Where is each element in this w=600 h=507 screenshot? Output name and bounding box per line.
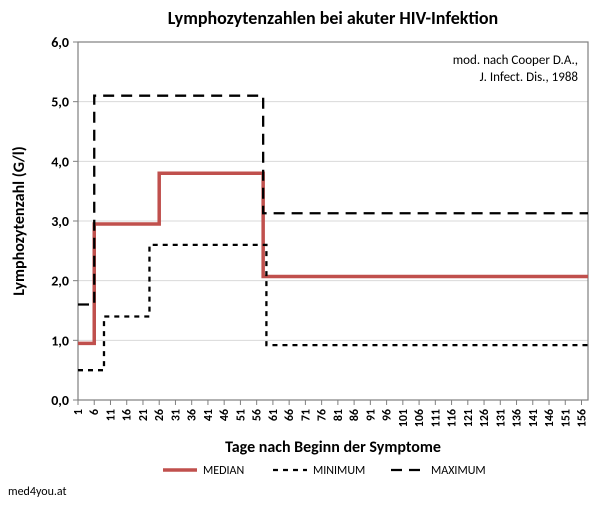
svg-text:111: 111 bbox=[429, 409, 443, 427]
svg-text:41: 41 bbox=[202, 409, 216, 421]
legend-label: MINIMUM bbox=[313, 464, 365, 478]
annotation-line: mod. nach Cooper D.A., bbox=[453, 53, 578, 68]
svg-text:126: 126 bbox=[478, 409, 492, 427]
svg-text:106: 106 bbox=[413, 409, 427, 427]
x-axis-label: Tage nach Beginn der Symptome bbox=[225, 438, 441, 457]
svg-text:71: 71 bbox=[299, 409, 313, 421]
svg-text:31: 31 bbox=[169, 409, 183, 421]
svg-text:6,0: 6,0 bbox=[51, 34, 69, 51]
svg-text:6: 6 bbox=[88, 409, 102, 415]
chart-svg: 0,01,02,03,04,05,06,01611162126313641465… bbox=[0, 0, 600, 507]
svg-text:96: 96 bbox=[381, 409, 395, 421]
svg-text:146: 146 bbox=[543, 409, 557, 427]
svg-text:11: 11 bbox=[104, 409, 118, 421]
svg-text:76: 76 bbox=[316, 409, 330, 421]
svg-text:5,0: 5,0 bbox=[51, 94, 69, 111]
svg-text:46: 46 bbox=[218, 409, 232, 421]
svg-text:61: 61 bbox=[267, 409, 281, 421]
svg-text:2,0: 2,0 bbox=[51, 273, 69, 290]
svg-text:101: 101 bbox=[397, 409, 411, 427]
annotation-line: J. Infect. Dis., 1988 bbox=[480, 70, 579, 85]
svg-text:21: 21 bbox=[137, 409, 151, 421]
svg-text:36: 36 bbox=[186, 409, 200, 421]
svg-text:151: 151 bbox=[559, 409, 573, 427]
svg-text:4,0: 4,0 bbox=[51, 153, 69, 170]
svg-text:56: 56 bbox=[251, 409, 265, 421]
legend-label: MAXIMUM bbox=[431, 464, 486, 478]
svg-text:136: 136 bbox=[511, 409, 525, 427]
chart-title: Lymphozytenzahlen bei akuter HIV-Infekti… bbox=[168, 7, 498, 29]
svg-text:3,0: 3,0 bbox=[51, 213, 69, 230]
svg-text:16: 16 bbox=[121, 409, 135, 421]
y-axis-label: Lymphozytenzahl (G/l) bbox=[10, 146, 29, 295]
svg-text:156: 156 bbox=[576, 409, 590, 427]
svg-text:86: 86 bbox=[348, 409, 362, 421]
svg-text:0,0: 0,0 bbox=[51, 392, 69, 409]
svg-text:66: 66 bbox=[283, 409, 297, 421]
svg-text:141: 141 bbox=[527, 409, 541, 427]
footer-text: med4you.at bbox=[8, 485, 67, 499]
svg-text:91: 91 bbox=[364, 409, 378, 421]
svg-text:51: 51 bbox=[234, 409, 248, 421]
legend-label: MEDIAN bbox=[203, 464, 244, 478]
svg-text:121: 121 bbox=[462, 409, 476, 427]
svg-text:116: 116 bbox=[446, 409, 460, 427]
svg-text:1: 1 bbox=[72, 409, 86, 415]
svg-text:81: 81 bbox=[332, 409, 346, 421]
svg-text:1,0: 1,0 bbox=[51, 332, 69, 349]
svg-text:131: 131 bbox=[494, 409, 508, 427]
chart-container: 0,01,02,03,04,05,06,01611162126313641465… bbox=[0, 0, 600, 507]
svg-text:26: 26 bbox=[153, 409, 167, 421]
